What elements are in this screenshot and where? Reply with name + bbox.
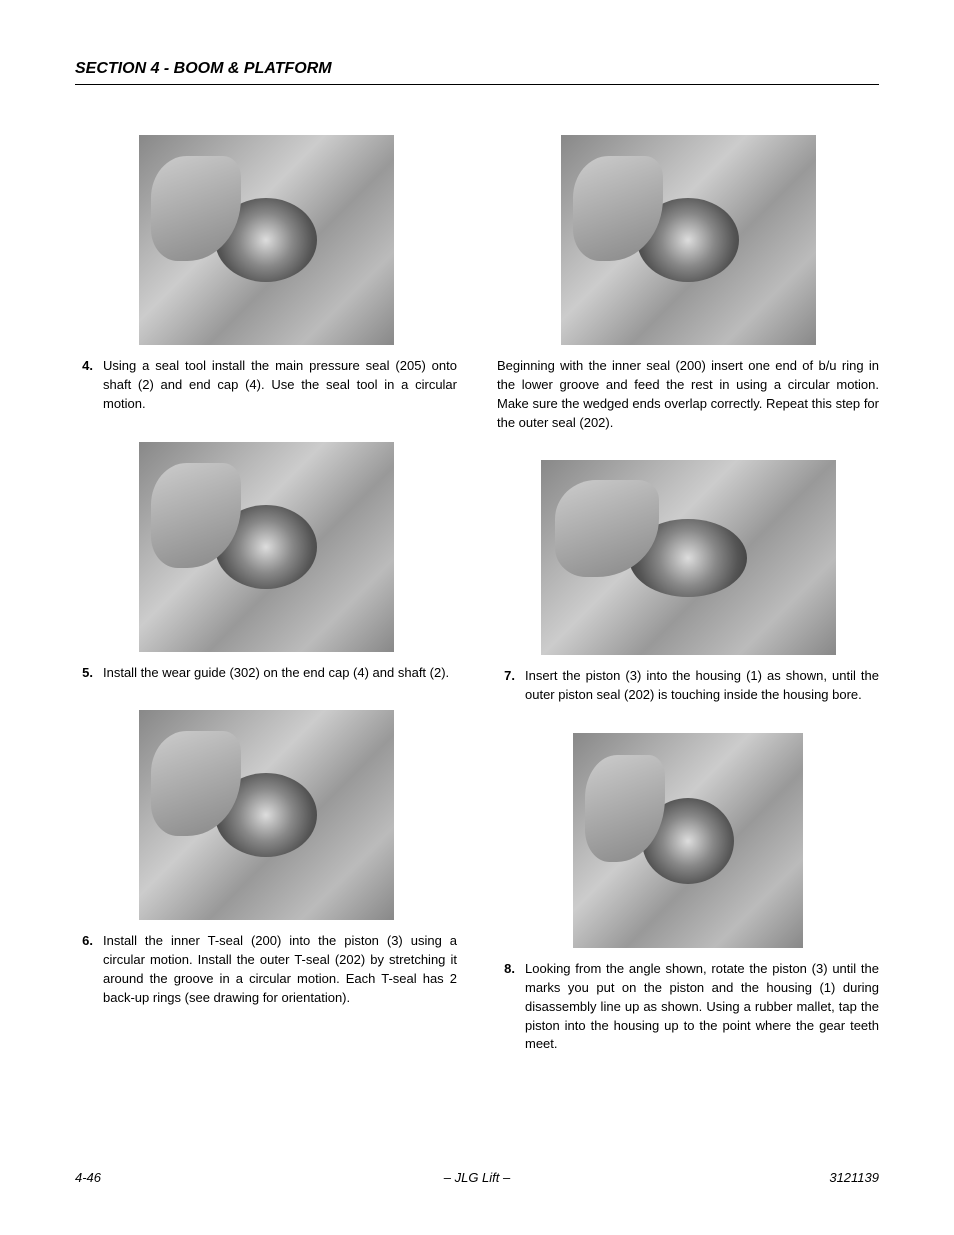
step-4-text: Using a seal tool install the main press… (103, 357, 457, 414)
step-8-number: 8. (497, 960, 525, 1054)
figure-step6 (139, 710, 394, 920)
step-7: 7. Insert the piston (3) into the housin… (497, 667, 879, 705)
continuation-text: Beginning with the inner seal (200) inse… (497, 357, 879, 432)
figure-step8 (573, 733, 803, 948)
step-4-number: 4. (75, 357, 103, 414)
left-column: 4. Using a seal tool install the main pr… (75, 135, 457, 1082)
figure-step7 (541, 460, 836, 655)
figure-step5 (139, 442, 394, 652)
content-columns: 4. Using a seal tool install the main pr… (75, 135, 879, 1082)
step-6: 6. Install the inner T-seal (200) into t… (75, 932, 457, 1007)
section-header: SECTION 4 - BOOM & PLATFORM (75, 60, 879, 85)
figure-continuation (561, 135, 816, 345)
footer-page-number: 4-46 (75, 1170, 101, 1185)
step-5-number: 5. (75, 664, 103, 683)
step-5: 5. Install the wear guide (302) on the e… (75, 664, 457, 683)
step-6-number: 6. (75, 932, 103, 1007)
step-8: 8. Looking from the angle shown, rotate … (497, 960, 879, 1054)
step-5-text: Install the wear guide (302) on the end … (103, 664, 457, 683)
footer-center-text: – JLG Lift – (444, 1170, 510, 1185)
step-7-text: Insert the piston (3) into the housing (… (525, 667, 879, 705)
page-footer: 4-46 – JLG Lift – 3121139 (75, 1170, 879, 1185)
footer-doc-number: 3121139 (829, 1170, 879, 1185)
step-6-text: Install the inner T-seal (200) into the … (103, 932, 457, 1007)
figure-step4 (139, 135, 394, 345)
step-8-text: Looking from the angle shown, rotate the… (525, 960, 879, 1054)
right-column: Beginning with the inner seal (200) inse… (497, 135, 879, 1082)
step-4: 4. Using a seal tool install the main pr… (75, 357, 457, 414)
step-7-number: 7. (497, 667, 525, 705)
